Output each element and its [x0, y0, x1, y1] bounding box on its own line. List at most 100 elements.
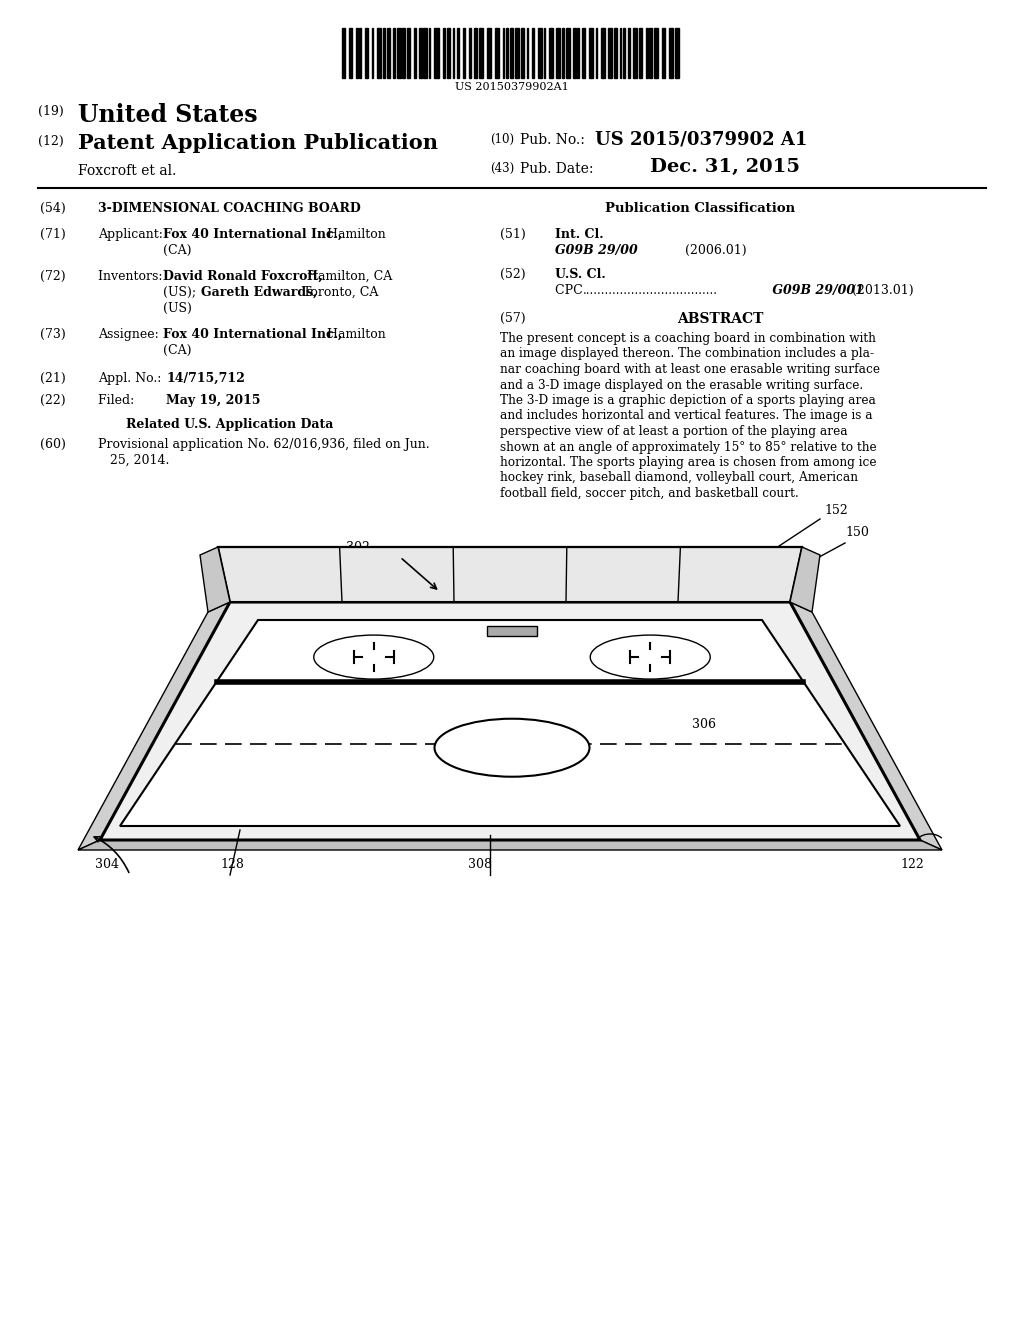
- Bar: [566, 28, 570, 78]
- Bar: [633, 28, 637, 78]
- Text: (12): (12): [38, 135, 63, 148]
- Text: May 19, 2015: May 19, 2015: [166, 393, 260, 407]
- Polygon shape: [218, 546, 802, 602]
- Text: 128: 128: [220, 858, 244, 871]
- Text: Patent Application Publication: Patent Application Publication: [78, 133, 438, 153]
- Bar: [624, 28, 625, 78]
- Text: Provisional application No. 62/016,936, filed on Jun.: Provisional application No. 62/016,936, …: [98, 438, 430, 451]
- Text: Pub. No.:: Pub. No.:: [520, 133, 585, 147]
- Bar: [355, 28, 357, 78]
- Bar: [578, 28, 580, 78]
- Text: and a 3-D image displayed on the erasable writing surface.: and a 3-D image displayed on the erasabl…: [500, 379, 863, 392]
- Text: The present concept is a coaching board in combination with: The present concept is a coaching board …: [500, 333, 876, 345]
- Polygon shape: [120, 620, 900, 826]
- Bar: [573, 28, 575, 78]
- Text: (73): (73): [40, 327, 66, 341]
- Text: Filed:: Filed:: [98, 393, 159, 407]
- Bar: [434, 28, 438, 78]
- Bar: [458, 28, 459, 78]
- Text: 14/715,712: 14/715,712: [166, 372, 245, 385]
- Text: (CA): (CA): [163, 345, 191, 356]
- Bar: [479, 28, 483, 78]
- Bar: [342, 28, 344, 78]
- Text: Publication Classification: Publication Classification: [605, 202, 795, 215]
- Bar: [387, 28, 389, 78]
- Text: (CA): (CA): [163, 244, 191, 257]
- Bar: [349, 28, 352, 78]
- Polygon shape: [100, 602, 920, 840]
- Bar: [539, 28, 542, 78]
- Text: 306: 306: [692, 718, 716, 731]
- Text: an image displayed thereon. The combination includes a pla-: an image displayed thereon. The combinat…: [500, 347, 874, 360]
- Bar: [596, 28, 597, 78]
- Text: U.S. Cl.: U.S. Cl.: [555, 268, 606, 281]
- Text: Hamilton: Hamilton: [323, 327, 386, 341]
- Text: football field, soccer pitch, and basketball court.: football field, soccer pitch, and basket…: [500, 487, 799, 500]
- Text: shown at an angle of approximately 15° to 85° relative to the: shown at an angle of approximately 15° t…: [500, 441, 877, 454]
- Text: ABSTRACT: ABSTRACT: [677, 312, 763, 326]
- Bar: [582, 28, 586, 78]
- Ellipse shape: [590, 635, 711, 678]
- Bar: [675, 28, 679, 78]
- Text: Applicant:: Applicant:: [98, 228, 167, 242]
- Text: Pub. Date:: Pub. Date:: [520, 162, 594, 176]
- Text: David Ronald Foxcroft,: David Ronald Foxcroft,: [163, 271, 323, 282]
- Bar: [392, 28, 395, 78]
- Text: Appl. No.:: Appl. No.:: [98, 372, 165, 385]
- Bar: [614, 28, 617, 78]
- Text: Hamilton: Hamilton: [323, 228, 386, 242]
- Bar: [383, 28, 385, 78]
- Text: 150: 150: [845, 525, 869, 539]
- Text: and includes horizontal and vertical features. The image is a: and includes horizontal and vertical fea…: [500, 409, 872, 422]
- Bar: [608, 28, 611, 78]
- Text: 3-DIMENSIONAL COACHING BOARD: 3-DIMENSIONAL COACHING BOARD: [98, 202, 360, 215]
- Text: (43): (43): [490, 162, 514, 176]
- Bar: [640, 28, 642, 78]
- Polygon shape: [78, 602, 230, 850]
- Text: G09B 29/00: G09B 29/00: [555, 244, 638, 257]
- Bar: [453, 28, 455, 78]
- Bar: [423, 28, 427, 78]
- Bar: [556, 28, 560, 78]
- Bar: [463, 28, 465, 78]
- Bar: [662, 28, 665, 78]
- Bar: [419, 28, 422, 78]
- Text: perspective view of at least a portion of the playing area: perspective view of at least a portion o…: [500, 425, 848, 438]
- Polygon shape: [78, 840, 942, 850]
- Text: The 3-D image is a graphic depiction of a sports playing area: The 3-D image is a graphic depiction of …: [500, 393, 876, 407]
- Bar: [378, 28, 381, 78]
- Text: US 20150379902A1: US 20150379902A1: [455, 82, 569, 92]
- Text: Fox 40 International Inc.,: Fox 40 International Inc.,: [163, 327, 342, 341]
- Text: 152: 152: [824, 504, 848, 517]
- Bar: [521, 28, 523, 78]
- Text: CPC: CPC: [555, 284, 587, 297]
- Ellipse shape: [313, 635, 434, 678]
- Bar: [372, 28, 373, 78]
- Text: (21): (21): [40, 372, 66, 385]
- Text: (54): (54): [40, 202, 66, 215]
- Bar: [503, 28, 505, 78]
- Text: G09B 29/001: G09B 29/001: [768, 284, 864, 297]
- Bar: [487, 626, 537, 636]
- Bar: [469, 28, 471, 78]
- Bar: [474, 28, 477, 78]
- Text: Gareth Edwards,: Gareth Edwards,: [201, 286, 317, 300]
- Text: 302: 302: [346, 541, 370, 554]
- Bar: [544, 28, 546, 78]
- Ellipse shape: [434, 718, 590, 776]
- Text: Dec. 31, 2015: Dec. 31, 2015: [650, 158, 800, 176]
- Bar: [628, 28, 630, 78]
- Bar: [496, 28, 499, 78]
- Text: horizontal. The sports playing area is chosen from among ice: horizontal. The sports playing area is c…: [500, 455, 877, 469]
- Polygon shape: [790, 602, 942, 850]
- Bar: [408, 28, 410, 78]
- Bar: [442, 28, 444, 78]
- Text: (2006.01): (2006.01): [685, 244, 746, 257]
- Text: ....................................: ....................................: [583, 284, 718, 297]
- Text: Toronto, CA: Toronto, CA: [299, 286, 379, 300]
- Bar: [487, 28, 492, 78]
- Text: (10): (10): [490, 133, 514, 147]
- Text: (51): (51): [500, 228, 525, 242]
- Text: (72): (72): [40, 271, 66, 282]
- Bar: [414, 28, 416, 78]
